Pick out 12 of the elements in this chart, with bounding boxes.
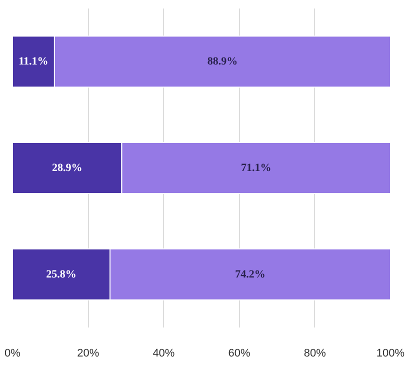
data-label: 71.1%: [240, 162, 272, 174]
x-tick-label: 80%: [304, 348, 326, 360]
x-tick-label: 60%: [228, 348, 251, 360]
data-label: 88.9%: [207, 56, 238, 68]
x-tick-label: 100%: [376, 348, 405, 360]
data-label: 28.9%: [52, 162, 82, 174]
x-tick-label: 0%: [4, 348, 21, 360]
x-tick-label: 40%: [152, 348, 175, 360]
data-label: 11.1%: [18, 56, 48, 68]
data-label: 74.2%: [235, 268, 266, 280]
data-label: 25.8%: [46, 268, 76, 280]
x-tick-label: 20%: [77, 348, 100, 360]
